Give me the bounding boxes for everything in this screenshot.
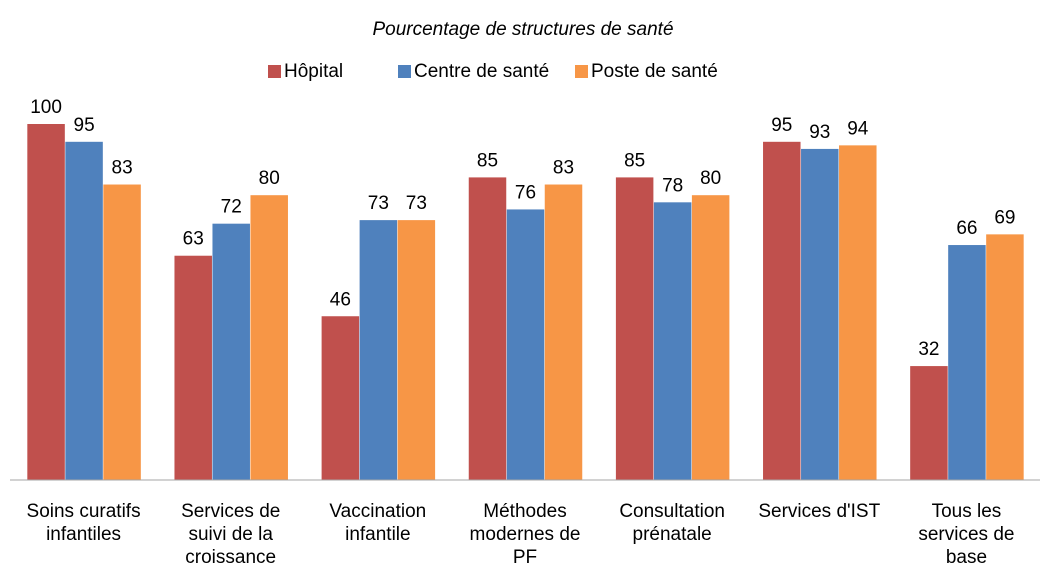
bar xyxy=(506,209,545,480)
x-tick-label: Méthodes modernes de PF xyxy=(469,501,581,568)
bar xyxy=(948,245,986,480)
legend-swatch xyxy=(575,65,588,78)
legend-label: Centre de santé xyxy=(414,61,549,82)
data-label: 85 xyxy=(624,150,645,171)
bar xyxy=(468,177,507,480)
data-label: 95 xyxy=(74,115,95,136)
legend-swatch xyxy=(398,65,411,78)
data-label: 69 xyxy=(994,207,1015,228)
bar xyxy=(691,195,730,480)
bar xyxy=(801,148,839,481)
x-tick-label: Vaccination infantile xyxy=(329,501,427,545)
bar xyxy=(212,223,250,480)
bar xyxy=(910,366,948,480)
data-label: 80 xyxy=(259,168,280,189)
data-label: 100 xyxy=(30,97,62,118)
x-tick-label: Services de suivi de la croissance xyxy=(181,501,281,568)
data-label: 83 xyxy=(553,158,574,179)
bar xyxy=(986,234,1024,480)
data-label: 63 xyxy=(183,229,204,250)
data-label: 80 xyxy=(700,168,721,189)
data-label: 66 xyxy=(956,218,977,239)
bar xyxy=(397,220,436,480)
bar xyxy=(27,124,65,480)
data-label: 93 xyxy=(809,122,830,143)
bar xyxy=(103,184,141,480)
bar xyxy=(359,220,398,480)
bar xyxy=(653,202,692,480)
bar xyxy=(174,255,212,480)
legend-label: Hôpital xyxy=(284,61,343,82)
data-label: 76 xyxy=(515,182,536,203)
x-tick-label: Consultation prénatale xyxy=(619,501,725,545)
data-label: 78 xyxy=(662,175,683,196)
data-label: 73 xyxy=(368,193,389,214)
data-label: 83 xyxy=(112,158,133,179)
x-tick-label: Services d'IST xyxy=(758,501,881,522)
legend-swatch xyxy=(268,65,281,78)
bar xyxy=(615,177,654,480)
bar xyxy=(250,195,288,480)
bar xyxy=(65,141,103,481)
chart-title: Pourcentage de structures de santé xyxy=(372,19,673,40)
data-label: 32 xyxy=(918,339,939,360)
legend-label: Poste de santé xyxy=(591,61,718,82)
bar xyxy=(321,316,360,480)
x-tick-label: Soins curatifs infantiles xyxy=(26,501,141,545)
data-label: 95 xyxy=(771,115,792,136)
data-label: 72 xyxy=(221,197,242,218)
bar xyxy=(839,145,877,481)
bar xyxy=(544,184,583,480)
data-label: 85 xyxy=(477,150,498,171)
data-label: 73 xyxy=(406,193,427,214)
data-label: 94 xyxy=(847,118,869,139)
data-label: 46 xyxy=(330,289,351,310)
x-tick-label: Tous les services de base xyxy=(918,501,1015,568)
bar xyxy=(763,141,801,481)
